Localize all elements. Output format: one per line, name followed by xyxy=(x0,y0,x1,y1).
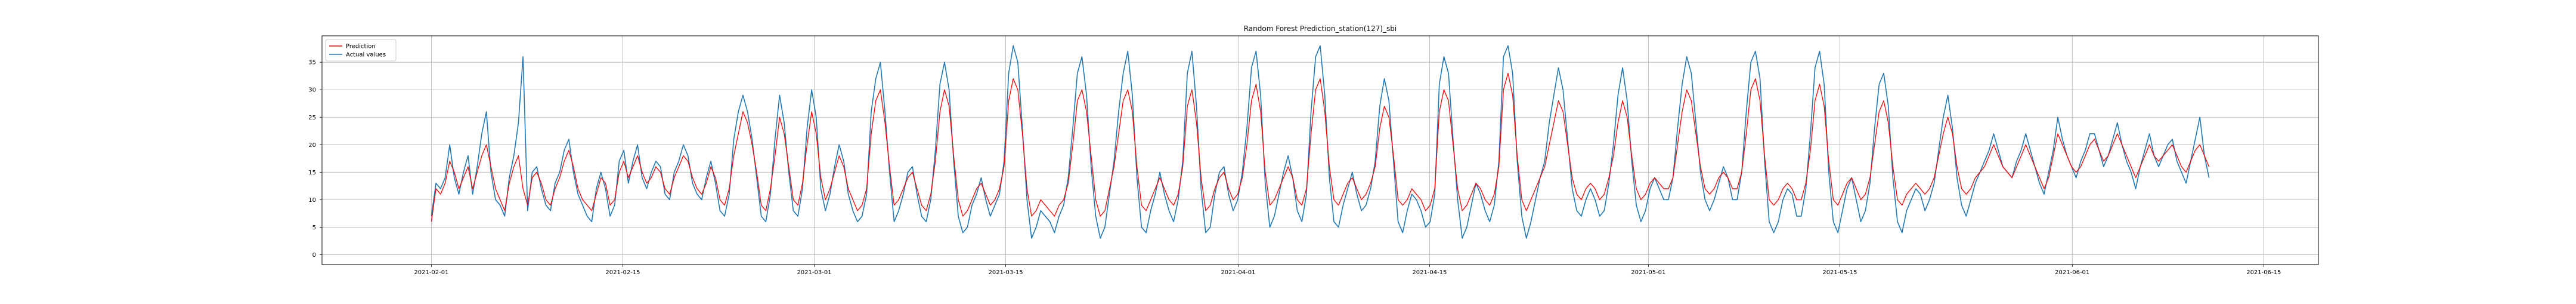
x-tick-label: 2021-03-01 xyxy=(797,269,831,276)
plot-frame xyxy=(321,35,2319,265)
x-tick-label: 2021-06-01 xyxy=(2055,269,2089,276)
x-tick-label: 2021-04-15 xyxy=(1412,269,1447,276)
y-tick-label: 15 xyxy=(308,170,316,176)
x-tick-label: 2021-04-01 xyxy=(1221,269,1255,276)
legend: Prediction Actual values xyxy=(325,39,397,62)
y-tick-label: 25 xyxy=(308,115,316,121)
legend-box xyxy=(325,39,397,62)
y-tick-label: 10 xyxy=(308,197,316,204)
series-line-actual-values xyxy=(431,45,2210,239)
x-tick-label: 2021-05-15 xyxy=(1822,269,1857,276)
legend-label: Prediction xyxy=(346,44,376,50)
y-tick-label: 0 xyxy=(312,252,316,259)
chart-title: Random Forest Prediction_station(127)_sb… xyxy=(1244,24,1397,33)
x-tick-label: 2021-02-01 xyxy=(414,269,448,276)
series-layer xyxy=(431,45,2210,239)
y-tick-label: 30 xyxy=(308,87,316,94)
x-tick-label: 2021-06-15 xyxy=(2246,269,2281,276)
legend-label: Actual values xyxy=(346,52,386,59)
y-tick-label: 20 xyxy=(308,142,316,149)
x-tick-label: 2021-02-15 xyxy=(605,269,640,276)
grid xyxy=(322,36,2318,265)
x-tick-label: 2021-03-15 xyxy=(989,269,1023,276)
axis-ticks: 2021-02-01 2021-02-15 2021-03-01 2021-03-15… xyxy=(308,60,2281,276)
y-tick-label: 35 xyxy=(308,60,316,66)
x-tick-label: 2021-05-01 xyxy=(1631,269,1665,276)
y-tick-label: 5 xyxy=(312,225,316,231)
series-line-prediction xyxy=(431,72,2210,222)
